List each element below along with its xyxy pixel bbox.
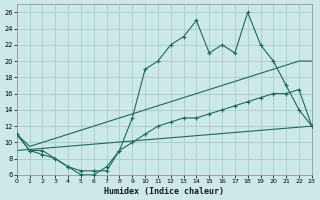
X-axis label: Humidex (Indice chaleur): Humidex (Indice chaleur) [104, 187, 224, 196]
